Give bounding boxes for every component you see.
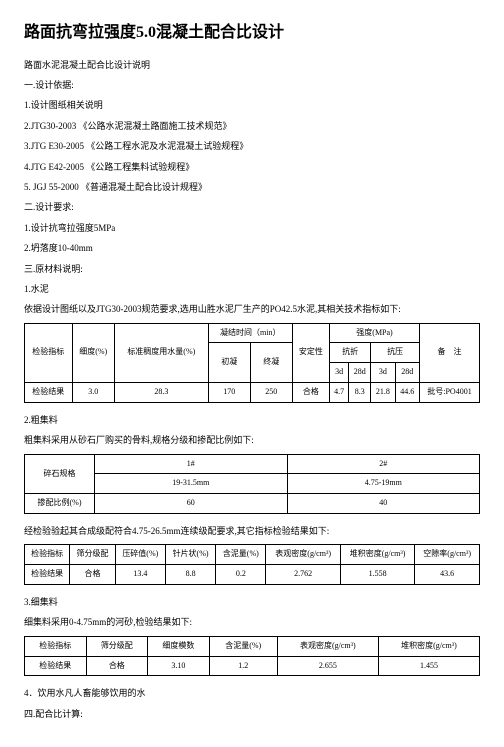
section-d: 四.配合比计算: [24,707,480,721]
t4-r-mud: 1.2 [209,656,277,676]
t1-h-setting: 凝结时间（min） [208,323,292,343]
item-c2: 2.粗集料 [24,413,480,427]
t1-h-flex: 抗折 [330,343,371,363]
t1-h-water: 标准稠度用水量(%) [114,323,208,382]
t1-h-remark: 备 注 [420,323,480,382]
t3-r-mud: 0.2 [216,565,266,585]
t1-r-initial: 170 [208,383,250,403]
coarse-result-table: 检验指标 筛分级配 压碎值(%) 针片状(%) 含泥量(%) 表观密度(g/cm… [24,544,480,585]
t1-h-idx: 检验指标 [25,323,73,382]
t3-h-mud: 含泥量(%) [216,545,266,565]
t1-h-3d-b: 3d [371,363,395,383]
cement-table: 检验指标 细度(%) 标准稠度用水量(%) 凝结时间（min） 安定性 强度(M… [24,323,480,403]
section-a: 一.设计依据: [24,78,480,92]
t1-h-28d-b: 28d [395,363,419,383]
intro-text: 路面水泥混凝土配合比设计说明 [24,58,480,72]
item-b2: 2.坍落度10-40mm [24,241,480,255]
page-title: 路面抗弯拉强度5.0混凝土配合比设计 [24,20,480,46]
t3-h-needle: 针片状(%) [165,545,215,565]
t2-r1-1: 19-31.5mm [95,474,288,494]
item-a2: 2.JTG30-2003 《公路水泥混凝土路面施工技术规范》 [24,119,480,133]
item-a3: 3.JTG E30-2005 《公路工程水泥及水泥混凝土试验规程》 [24,139,480,153]
t3-r-needle: 8.8 [165,565,215,585]
section-c: 三.原材料说明: [24,262,480,276]
t1-r-c28d: 44.6 [395,383,419,403]
t1-r-label: 检验结果 [25,383,73,403]
t4-h-fm: 细度模数 [148,636,210,656]
t3-r-grade: 合格 [70,565,115,585]
item-a5: 5. JGJ 55-2000 《普通混凝土配合比设计规程》 [24,180,480,194]
coarse-spec-table: 碎石规格 1# 2# 19-31.5mm 4.75-19mm 掺配比例(%) 6… [24,454,480,514]
t4-h-mud: 含泥量(%) [209,636,277,656]
t3-h-void: 空隙率(g/cm³) [415,545,480,565]
t4-h-bulk: 堆积密度(g/cm³) [378,636,479,656]
item-c3: 3.细集料 [24,595,480,609]
item-c4: 4．饮用水凡人畜能够饮用的水 [24,686,480,700]
t3-r-label: 检验结果 [25,565,70,585]
t1-h-initial: 初凝 [208,343,250,383]
t2-h-ratio: 掺配比例(%) [25,494,95,514]
item-a4: 4.JTG E42-2005 《公路工程集料试验规程》 [24,160,480,174]
t2-h-2: 2# [287,454,480,474]
t3-h-bulk: 堆积密度(g/cm³) [340,545,414,565]
t1-r-final: 250 [250,383,292,403]
t3-h-crush: 压碎值(%) [115,545,165,565]
t3-r-void: 43.6 [415,565,480,585]
t4-h-grade: 筛分级配 [86,636,148,656]
t2-r2-1: 60 [95,494,288,514]
t1-h-3d-a: 3d [330,363,349,383]
t4-r-apparent: 2.655 [277,656,378,676]
t1-h-strength: 强度(MPa) [330,323,420,343]
t2-r1-2: 4.75-19mm [287,474,480,494]
t4-h-apparent: 表观密度(g/cm³) [277,636,378,656]
c2-desc: 粗集料采用从砂石厂购买的骨料,规格分级和掺配比例如下: [24,433,480,447]
t2-h-spec: 碎石规格 [25,454,95,494]
t1-h-28d-a: 28d [349,363,371,383]
t1-r-water: 28.3 [114,383,208,403]
t1-h-comp: 抗压 [371,343,420,363]
c3-desc: 细集料采用0-4.75mm的河砂,检验结果如下: [24,615,480,629]
t4-r-grade: 合格 [86,656,148,676]
fine-table: 检验指标 筛分级配 细度模数 含泥量(%) 表观密度(g/cm³) 堆积密度(g… [24,636,480,677]
t4-r-fm: 3.10 [148,656,210,676]
t1-r-f3d: 4.7 [330,383,349,403]
t1-h-stability: 安定性 [292,323,329,382]
item-b1: 1.设计抗弯拉强度5MPa [24,221,480,235]
t4-h-idx: 检验指标 [25,636,87,656]
t2-r2-2: 40 [287,494,480,514]
t1-r-stability: 合格 [292,383,329,403]
t4-r-label: 检验结果 [25,656,87,676]
t1-r-fineness: 3.0 [72,383,114,403]
t3-r-bulk: 1.558 [340,565,414,585]
c2-desc2: 经检验验起其合成级配符合4.75-26.5mm连续级配要求,其它指标检验结果如下… [24,524,480,538]
item-a1: 1.设计图纸相关说明 [24,98,480,112]
t1-r-c3d: 21.8 [371,383,395,403]
t1-h-fineness: 细度(%) [72,323,114,382]
section-b: 二.设计要求: [24,200,480,214]
t1-r-f28d: 8.3 [349,383,371,403]
t4-r-bulk: 1.455 [378,656,479,676]
t1-h-final: 终凝 [250,343,292,383]
t3-h-grade: 筛分级配 [70,545,115,565]
item-c1: 1.水泥 [24,282,480,296]
t3-h-apparent: 表观密度(g/cm³) [266,545,340,565]
t3-r-apparent: 2.762 [266,565,340,585]
t3-r-crush: 13.4 [115,565,165,585]
c1-desc: 依据设计图纸以及JTG30-2003规范要求,选用山胜水泥厂生产的PO42.5水… [24,302,480,316]
t1-r-remark: 批号:PO4001 [420,383,480,403]
t3-h-idx: 检验指标 [25,545,70,565]
t2-h-1: 1# [95,454,288,474]
